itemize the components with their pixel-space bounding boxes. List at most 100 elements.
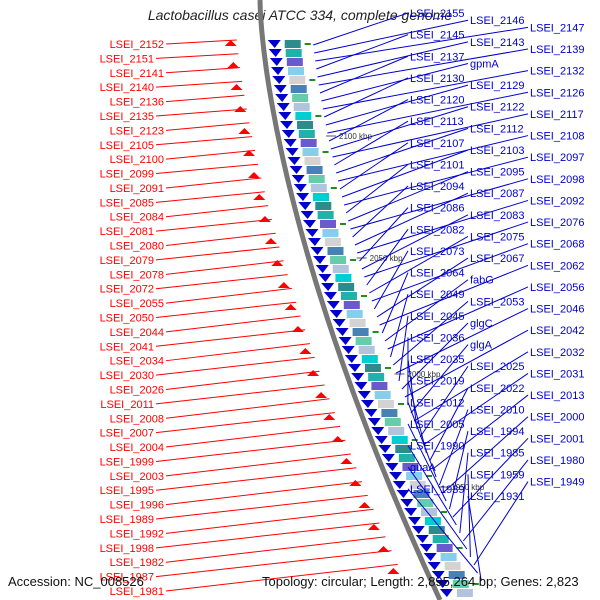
right-gene-label: LSEI_1959 xyxy=(470,469,524,481)
feature-block xyxy=(317,211,334,219)
tick-mark xyxy=(315,115,322,117)
reverse-gene-arrow xyxy=(435,580,449,588)
reverse-gene-arrow xyxy=(419,544,433,552)
reverse-gene-arrow xyxy=(347,364,361,372)
left-gene-label: LSEI_2011 xyxy=(100,399,154,411)
left-gene-label: LSEI_2008 xyxy=(110,413,164,425)
left-leader-line xyxy=(155,218,272,232)
right-gene-label: LSEI_2094 xyxy=(410,181,464,193)
genome-title: Lactobacillus casei ATCC 334, complete g… xyxy=(147,7,453,23)
left-gene-label: LSEI_1998 xyxy=(100,543,154,555)
reverse-gene-arrow xyxy=(357,391,371,399)
feature-block xyxy=(302,148,319,156)
right-leader-line xyxy=(407,488,478,574)
reverse-gene-arrow xyxy=(374,436,388,444)
feature-block xyxy=(297,121,314,129)
reverse-gene-arrow xyxy=(283,139,297,147)
reverse-gene-arrow xyxy=(273,85,287,93)
right-gene-label: LSEI_2097 xyxy=(530,152,584,164)
left-gene-label: LSEI_2007 xyxy=(100,428,154,440)
reverse-gene-arrow xyxy=(381,454,395,462)
feature-block xyxy=(388,427,405,435)
forward-gene-arrow xyxy=(340,458,353,464)
right-gene-label: LSEI_2155 xyxy=(410,8,464,20)
feature-block xyxy=(308,175,325,183)
feature-block xyxy=(428,526,445,534)
right-leader-line xyxy=(337,135,529,182)
tick-mark xyxy=(350,259,357,261)
right-leader-line xyxy=(348,171,469,222)
right-gene-label: LSEI_1994 xyxy=(470,426,524,438)
right-leader-line xyxy=(392,300,469,366)
left-gene-label: LSEI_1999 xyxy=(100,456,154,468)
reverse-gene-arrow xyxy=(400,499,414,507)
right-leader-line xyxy=(332,113,529,158)
tick-mark xyxy=(384,367,391,369)
left-leader-line xyxy=(155,53,239,59)
right-leader-line xyxy=(422,373,529,446)
right-leader-line xyxy=(321,62,469,102)
left-leader-line xyxy=(155,274,288,290)
feature-block xyxy=(315,202,332,210)
right-leader-line xyxy=(387,286,529,350)
left-leader-line xyxy=(165,205,269,218)
right-leader-line xyxy=(413,351,529,422)
left-gene-label: LSEI_2151 xyxy=(100,53,154,65)
reverse-gene-arrow xyxy=(392,481,406,489)
right-gene-label: LSEI_2064 xyxy=(410,268,464,280)
reverse-gene-arrow xyxy=(354,382,368,390)
right-gene-label: LSEI_2126 xyxy=(530,87,584,99)
right-gene-label: LSEI_2032 xyxy=(530,347,584,359)
left-gene-label: LSEI_1992 xyxy=(110,528,164,540)
reverse-gene-arrow xyxy=(268,49,282,57)
right-leader-line xyxy=(366,228,409,286)
left-gene-label: LSEI_2080 xyxy=(110,241,164,253)
tick-mark xyxy=(372,331,379,333)
right-leader-line xyxy=(361,214,469,270)
left-gene-label: LSEI_2152 xyxy=(110,39,164,51)
left-gene-label: LSEI_2099 xyxy=(100,169,154,181)
left-gene-label: LSEI_2100 xyxy=(110,154,164,166)
left-gene-label: LSEI_2123 xyxy=(110,125,164,137)
right-gene-label: LSEI_2042 xyxy=(530,325,584,337)
left-gene-label: LSEI_2030 xyxy=(100,370,154,382)
reverse-gene-arrow xyxy=(272,76,286,84)
tick-mark xyxy=(472,583,479,585)
tick-mark xyxy=(360,295,367,297)
right-gene-label: gpmA xyxy=(470,58,499,70)
feature-block xyxy=(436,544,453,552)
left-leader-line xyxy=(155,522,380,549)
tick-mark xyxy=(322,151,329,153)
reverse-gene-arrow xyxy=(411,526,425,534)
tick-mark xyxy=(340,223,347,225)
right-gene-label: LSEI_2143 xyxy=(470,37,524,49)
right-gene-label: LSEI_2120 xyxy=(410,95,464,107)
forward-gene-arrow xyxy=(299,348,312,354)
left-leader-line xyxy=(155,301,297,318)
tick-mark xyxy=(309,79,316,81)
reverse-gene-arrow xyxy=(271,67,285,75)
reverse-gene-arrow xyxy=(396,490,410,498)
left-leader-line xyxy=(165,563,398,592)
right-leader-line xyxy=(395,308,529,374)
feature-block xyxy=(292,94,309,102)
gene-labels: LSEI_2152 LSEI_2151 LSEI_2141 LSEI_2140 LSEI… xyxy=(100,8,585,598)
reverse-gene-arrow xyxy=(361,400,375,408)
left-leader-line xyxy=(155,163,259,175)
right-gene-label: LSEI_2035 xyxy=(410,354,464,366)
reverse-gene-arrow xyxy=(378,445,392,453)
feature-block xyxy=(290,85,307,93)
feature-block xyxy=(288,67,305,75)
right-gene-label: LSEI_1949 xyxy=(530,477,584,489)
right-gene-label: glgA xyxy=(470,340,493,352)
right-gene-label: LSEI_2146 xyxy=(470,15,524,27)
left-leader-line xyxy=(165,425,341,448)
left-leader-line xyxy=(155,356,315,376)
right-gene-label: LSEI_1931 xyxy=(470,491,524,503)
reverse-gene-arrow xyxy=(269,58,283,66)
left-gene-label: LSEI_2072 xyxy=(100,284,154,296)
feature-block xyxy=(374,391,391,399)
right-leader-line xyxy=(407,402,437,478)
